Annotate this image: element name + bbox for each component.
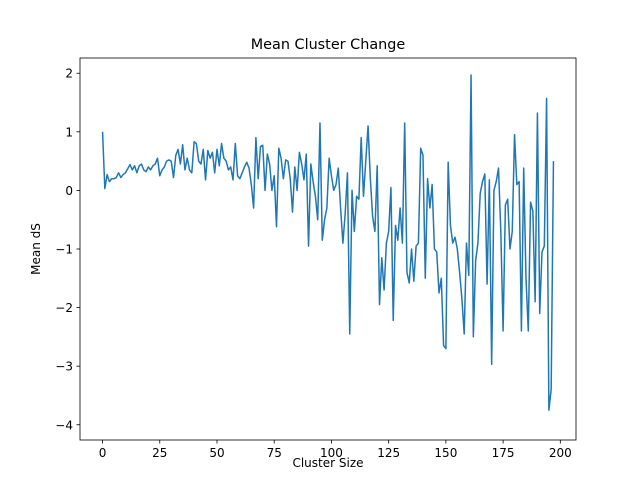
x-tick-label: 25 (152, 446, 167, 460)
y-tick-label: 2 (65, 67, 73, 81)
x-tick-label: 125 (377, 446, 400, 460)
x-tick-label: 0 (99, 446, 107, 460)
x-axis-label: Cluster Size (292, 456, 363, 470)
chart-title: Mean Cluster Change (251, 37, 406, 53)
y-tick-label: 1 (65, 125, 73, 139)
x-tick-label: 175 (492, 446, 515, 460)
y-tick-label: −3 (55, 360, 73, 374)
x-tick-label: 200 (549, 446, 572, 460)
y-tick-label: −1 (55, 243, 73, 257)
y-tick-label: 0 (65, 184, 73, 198)
x-tick-label: 150 (434, 446, 457, 460)
x-tick-label: 50 (209, 446, 224, 460)
x-tick-label: 75 (267, 446, 282, 460)
data-line (101, 74, 555, 411)
y-axis-label: Mean dS (29, 223, 43, 275)
y-tick-label: −2 (55, 301, 73, 315)
x-tick-label: 100 (320, 446, 343, 460)
y-tick-label: −4 (55, 418, 73, 432)
